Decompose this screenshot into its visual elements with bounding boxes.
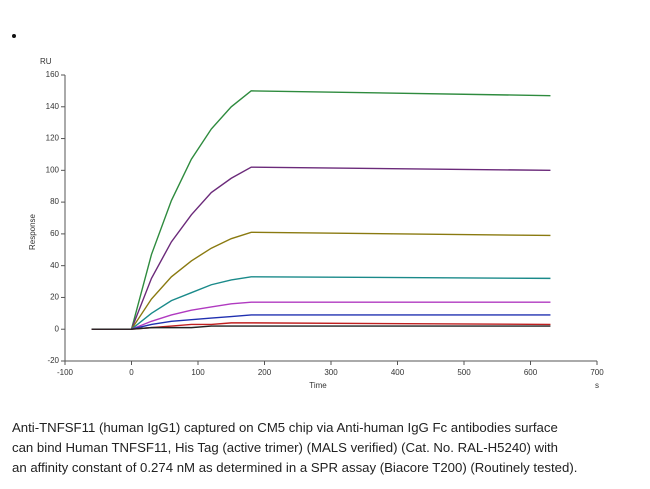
caption-line: can bind Human TNFSF11, His Tag (active … <box>12 440 558 455</box>
series-line <box>91 90 551 330</box>
caption: Anti-TNFSF11 (human IgG1) captured on CM… <box>12 418 642 478</box>
x-tick-label: -100 <box>57 368 74 377</box>
y-tick-label: 20 <box>50 293 59 302</box>
y-unit: RU <box>40 57 52 66</box>
y-axis-label: Response <box>28 213 37 250</box>
y-tick-label: -20 <box>47 356 59 365</box>
x-tick-label: 700 <box>590 368 604 377</box>
y-tick-label: 100 <box>46 165 60 174</box>
y-tick-label: 120 <box>46 134 60 143</box>
x-tick-label: 200 <box>258 368 272 377</box>
series-line <box>91 301 551 330</box>
series-line <box>91 314 551 330</box>
y-tick-label: 160 <box>46 70 60 79</box>
y-tick-label: 0 <box>55 324 60 333</box>
series-line <box>91 276 551 330</box>
x-tick-label: 300 <box>324 368 338 377</box>
x-tick-label: 100 <box>191 368 205 377</box>
series-line <box>91 231 551 330</box>
y-tick-label: 80 <box>50 197 59 206</box>
y-tick-label: 40 <box>50 261 59 270</box>
x-axis-label: Time <box>309 381 327 390</box>
series-line <box>91 325 551 330</box>
caption-line: Anti-TNFSF11 (human IgG1) captured on CM… <box>12 420 558 435</box>
y-tick-label: 60 <box>50 229 59 238</box>
x-tick-label: 500 <box>457 368 471 377</box>
x-unit: s <box>595 381 599 390</box>
y-tick-label: 140 <box>46 102 60 111</box>
x-tick-label: 600 <box>524 368 538 377</box>
chart: RU Response Time s -20 0 20 40 60 80 100 120 140… <box>12 34 604 390</box>
caption-line: an affinity constant of 0.274 nM as dete… <box>12 460 578 475</box>
bullet <box>12 34 16 38</box>
series-line <box>91 166 551 330</box>
x-tick-label: 0 <box>129 368 134 377</box>
x-tick-label: 400 <box>391 368 405 377</box>
